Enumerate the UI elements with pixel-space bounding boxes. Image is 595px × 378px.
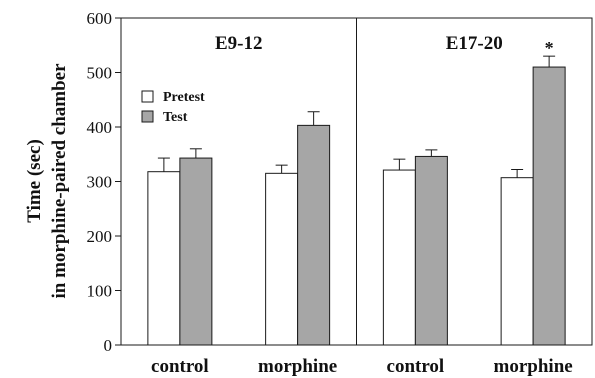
- legend-label: Pretest: [163, 90, 205, 105]
- legend-swatch-pretest: [141, 90, 154, 103]
- y-tick-label: 600: [87, 9, 113, 28]
- panel-title: E9-12: [215, 33, 263, 54]
- bar-pretest: [382, 169, 416, 346]
- y-axis-label: Time (sec) in morphine-paired chamber: [24, 63, 70, 299]
- x-category-label: morphine: [494, 356, 573, 377]
- x-category-label: control: [387, 356, 445, 377]
- bars: [147, 55, 566, 346]
- x-category-label: morphine: [258, 356, 337, 377]
- legend: Pretest Test: [141, 90, 205, 125]
- y-tick-label: 500: [87, 64, 113, 83]
- panel-title: E17-20: [446, 33, 503, 54]
- y-axis-label-line2: in morphine-paired chamber: [49, 63, 70, 299]
- chart-labels: E9-12 control morphine E17-20 control morphin…: [151, 33, 573, 377]
- y-axis-label-line1: Time (sec): [24, 139, 45, 223]
- bar-pretest: [147, 171, 181, 346]
- bar-test: [414, 155, 448, 346]
- significance-marker: *: [545, 38, 554, 58]
- axes: 0 100 200 300 400 500 600: [87, 9, 593, 355]
- y-tick-label: 100: [87, 282, 113, 301]
- bar-test: [179, 157, 213, 346]
- legend-label: Test: [163, 110, 188, 125]
- bar-test: [297, 124, 331, 346]
- legend-swatch-test: [141, 110, 154, 123]
- x-category-label: control: [151, 356, 209, 377]
- y-tick-label: 400: [87, 118, 113, 137]
- bar-test: [532, 66, 566, 346]
- y-tick-label: 0: [104, 336, 113, 355]
- bar-pretest: [265, 172, 299, 346]
- bar-pretest: [500, 177, 534, 346]
- y-tick-label: 200: [87, 227, 113, 246]
- y-tick-label: 300: [87, 173, 113, 192]
